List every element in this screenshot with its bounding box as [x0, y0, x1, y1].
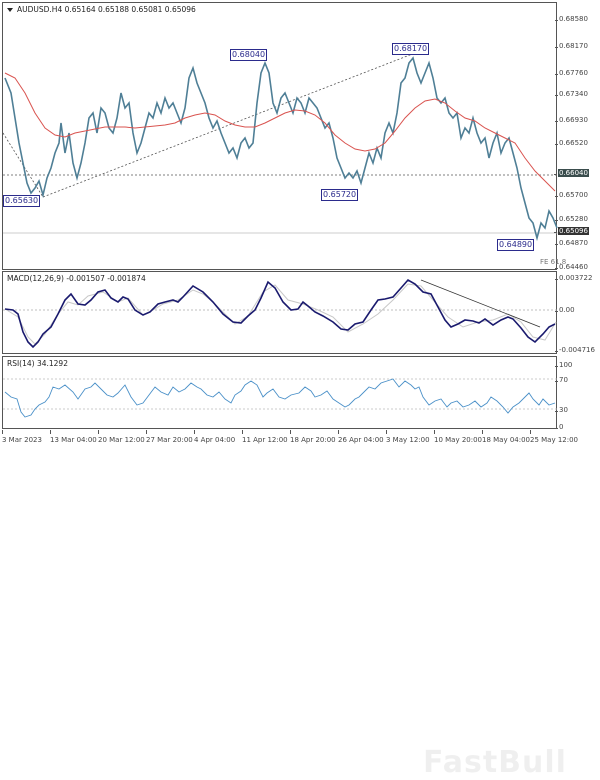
macd-title: MACD(12,26,9) -0.001507 -0.001874: [7, 274, 146, 283]
chart-title: AUDUSD.H4 0.65164 0.65188 0.65081 0.6509…: [17, 5, 196, 14]
price-label-low-may: 0.64890: [497, 239, 535, 251]
time-tick: 26 Apr 04:00: [338, 430, 384, 444]
rsi-tick: 0: [554, 423, 564, 431]
macd-plot: [3, 278, 558, 349]
macd-tick: 0.003722: [554, 274, 593, 282]
price-tick: 0.65700: [555, 191, 588, 199]
rsi-title: RSI(14) 34.1292: [7, 359, 68, 368]
price-tick: 0.68580: [555, 15, 588, 23]
price-tick: 0.64460: [555, 263, 588, 271]
time-axis[interactable]: 3 Mar 2023 13 Mar 04:00 20 Mar 12:00 27 …: [0, 430, 578, 450]
price-label-low-march: 0.65630: [3, 195, 41, 207]
macd-tick: -0.004716: [555, 346, 595, 354]
price-label-high-may: 0.68170: [392, 43, 430, 55]
level-price-marker: 0.66040: [554, 169, 589, 177]
time-tick: 25 May 12:00: [530, 430, 579, 444]
rsi-pane[interactable]: RSI(14) 34.1292 FastBull: [2, 356, 566, 780]
rsi-tick: 70: [555, 376, 568, 384]
time-tick: 20 Mar 12:00: [98, 430, 145, 444]
price-label-high-april: 0.68040: [230, 49, 268, 61]
price-axis[interactable]: 0.68580 0.68170 0.67760 0.67340 0.66930 …: [554, 0, 600, 450]
time-tick: 18 Apr 20:00: [290, 430, 336, 444]
macd-tick: 0.00: [555, 306, 575, 314]
time-tick: 11 Apr 12:00: [242, 430, 288, 444]
price-tick: 0.66520: [555, 139, 588, 147]
price-tick: 0.67760: [555, 69, 588, 77]
price-label-low-april: 0.65720: [321, 189, 359, 201]
time-tick: 3 May 12:00: [386, 430, 430, 444]
time-tick: 4 Apr 04:00: [194, 430, 236, 444]
time-tick: 10 May 20:00: [434, 430, 483, 444]
price-tick: 0.65280: [555, 215, 588, 223]
price-chart-pane[interactable]: AUDUSD.H4 0.65164 0.65188 0.65081 0.6509…: [2, 2, 566, 270]
time-tick: 3 Mar 2023: [2, 430, 42, 444]
time-tick: 13 Mar 04:00: [50, 430, 97, 444]
macd-pane[interactable]: MACD(12,26,9) -0.001507 -0.001874: [2, 271, 558, 354]
time-tick: 18 May 04:00: [482, 430, 531, 444]
price-plot: [3, 52, 558, 242]
chart-header: AUDUSD.H4 0.65164 0.65188 0.65081 0.6509…: [7, 5, 196, 14]
price-tick: 0.67340: [555, 90, 588, 98]
rsi-tick: 30: [555, 406, 568, 414]
watermark-logo: FastBull: [423, 745, 567, 780]
dropdown-arrow-icon[interactable]: [7, 8, 13, 12]
current-price-marker: 0.65096: [554, 227, 589, 235]
rsi-tick: 100: [554, 361, 573, 369]
rsi-plot: [3, 378, 558, 418]
price-tick: 0.64870: [555, 239, 588, 247]
price-tick: 0.68170: [555, 42, 588, 50]
time-tick: 27 Mar 20:00: [146, 430, 193, 444]
fibonacci-expansion-label: FE 61.8: [540, 258, 567, 266]
price-tick: 0.66930: [555, 116, 588, 124]
